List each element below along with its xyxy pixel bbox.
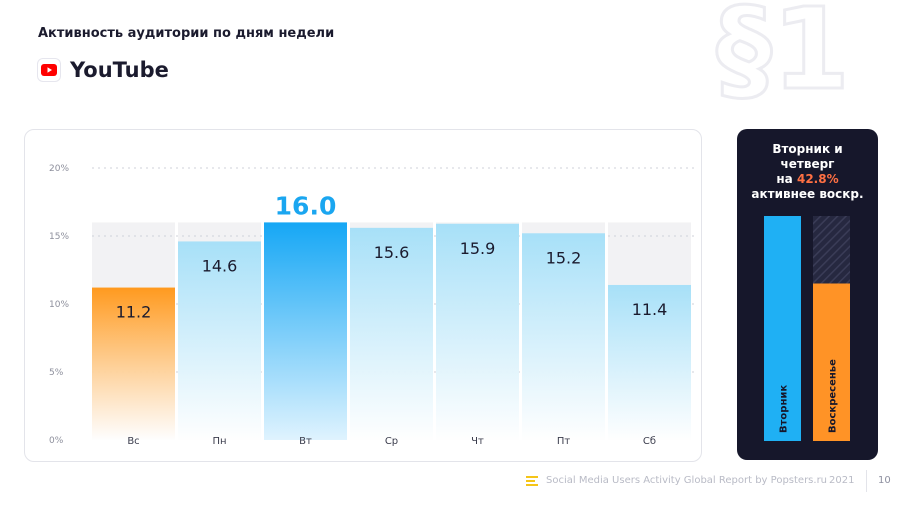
- y-tick-label: 5%: [49, 368, 64, 378]
- page-title: Активность аудитории по дням недели: [38, 26, 335, 41]
- x-tick-label: Чт: [471, 436, 484, 447]
- platform-name: YouTube: [70, 58, 169, 82]
- bar-value-label: 14.6: [202, 256, 238, 275]
- comparison-bar-0: [764, 216, 801, 441]
- bar-top-edge: [92, 287, 175, 290]
- comparison-bars: Вторник Воскресенье: [764, 216, 850, 441]
- chart-card: 0% 5% 10% 15% 20% 11.2 Вс 14.6 Пн 16.0 Вт 15.6 Ср 15.…: [24, 129, 702, 462]
- page-number: 10: [878, 475, 891, 486]
- lines-icon: [526, 476, 538, 486]
- bar-Вс: [92, 287, 175, 440]
- platform-brand: YouTube: [38, 58, 169, 82]
- x-tick-label: Вс: [127, 436, 139, 447]
- y-tick-label: 15%: [49, 232, 69, 242]
- bar-Чт: [436, 223, 519, 440]
- comparison-bar-label: Воскресенье: [828, 359, 839, 433]
- y-tick-label: 10%: [49, 300, 69, 310]
- youtube-icon: [38, 59, 60, 81]
- comparison-line-3-text: на: [776, 172, 793, 186]
- footer: Social Media Users Activity Global Repor…: [0, 470, 900, 494]
- comparison-line-4: активнее воскр.: [751, 187, 864, 201]
- comparison-line-3: на 42.8%: [737, 172, 878, 187]
- footer-divider: [866, 470, 867, 492]
- bar-Пт: [522, 233, 605, 440]
- x-tick-label: Пн: [212, 436, 226, 447]
- comparison-line-1: Вторник и: [772, 142, 843, 156]
- bar-value-label: 15.9: [460, 239, 496, 258]
- comparison-card: Вторник и четверг на 42.8% активнее воск…: [737, 129, 878, 460]
- bar-Ср: [350, 227, 433, 440]
- x-tick-label: Ср: [385, 436, 398, 447]
- bar-value-label: 16.0: [275, 191, 337, 220]
- bar-Пн: [178, 241, 261, 440]
- comparison-bar-label: Вторник: [779, 385, 790, 433]
- footer-report: Social Media Users Activity Global Repor…: [546, 475, 828, 486]
- comparison-bar-1: [813, 283, 850, 441]
- bar-value-label: 15.2: [546, 248, 582, 267]
- bar-value-label: 15.6: [374, 243, 410, 262]
- x-tick-label: Вт: [299, 436, 312, 447]
- bar-value-label: 11.4: [632, 300, 668, 319]
- bar-value-label: 11.2: [116, 303, 152, 322]
- bar-chart: 0% 5% 10% 15% 20% 11.2 Вс 14.6 Пн 16.0 Вт 15.6 Ср 15.…: [49, 164, 694, 447]
- comparison-text: Вторник и четверг на 42.8% активнее воск…: [737, 142, 878, 202]
- x-tick-label: Пт: [557, 436, 571, 447]
- x-tick-label: Сб: [643, 436, 656, 447]
- comparison-percent: 42.8%: [796, 172, 839, 186]
- watermark-logo: §1: [715, 0, 852, 102]
- y-tick-label: 0%: [49, 436, 64, 446]
- y-tick-label: 20%: [49, 164, 69, 174]
- comparison-line-2: четверг: [780, 157, 835, 171]
- bar-Сб: [608, 284, 691, 440]
- footer-year: 2021: [829, 475, 855, 486]
- bar-Вт: [264, 222, 347, 440]
- watermark-text: §1: [716, 0, 850, 102]
